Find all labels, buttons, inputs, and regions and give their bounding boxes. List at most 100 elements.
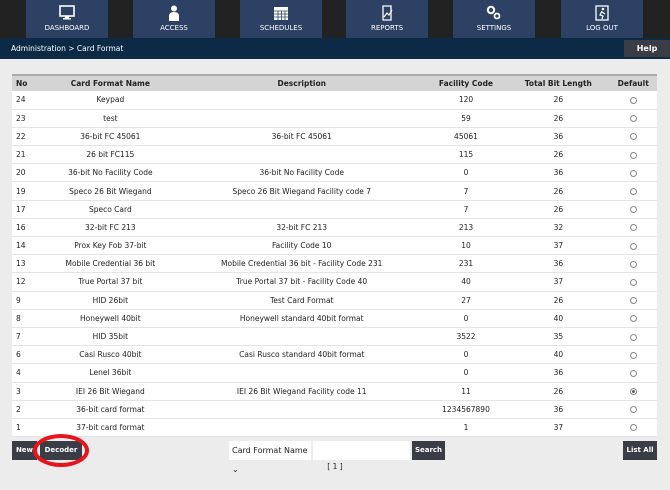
cell-no: 16 — [12, 218, 42, 238]
table-row[interactable]: 9 HID 26bit Test Card Format 27 26 — [12, 291, 657, 310]
help-button[interactable]: Help — [624, 40, 670, 57]
cell-no: 19 — [12, 181, 42, 201]
default-radio[interactable] — [629, 115, 637, 123]
new-button[interactable]: New — [12, 441, 37, 460]
cell-description — [178, 400, 425, 419]
cell-description: Test Card Format — [178, 291, 425, 310]
cell-bit-length: 36 — [507, 400, 610, 419]
nav-access[interactable]: ACCESS — [133, 0, 215, 38]
table-row[interactable]: 8 Honeywell 40bit Honeywell standard 40bit… — [12, 309, 657, 328]
table-row[interactable]: 6 Casi Rusco 40bit Casi Rusco standard 40b… — [12, 345, 657, 365]
column-header: Total Bit Length — [507, 74, 610, 91]
report-icon — [382, 5, 393, 21]
highlight-circle — [33, 434, 89, 467]
cell-name: 36-bit FC 45061 — [42, 127, 179, 147]
default-radio[interactable] — [629, 242, 637, 250]
cell-bit-length: 40 — [507, 309, 610, 328]
table-row[interactable]: 16 32-bit FC 213 32-bit FC 213 213 32 — [12, 218, 657, 238]
search-button[interactable]: Search — [412, 441, 445, 460]
default-radio[interactable] — [629, 224, 637, 232]
table-row[interactable]: 4 Lenel 36bit 0 36 — [12, 363, 657, 383]
cell-default — [609, 127, 657, 147]
default-radio[interactable] — [629, 188, 637, 196]
nav-label: SETTINGS — [476, 24, 512, 32]
cell-facility-code: 0 — [424, 163, 508, 183]
exit-icon — [595, 5, 609, 21]
nav-settings[interactable]: SETTINGS — [453, 0, 535, 38]
table-row[interactable]: 19 Speco 26 Bit Wiegand Speco 26 Bit Wiega… — [12, 181, 657, 201]
cell-description: Honeywell standard 40bit format — [178, 309, 425, 328]
cell-name: IEI 26 Bit Wiegand — [42, 382, 179, 401]
table-row[interactable]: 2 36-bit card format 1234567890 36 — [12, 400, 657, 419]
cell-bit-length: 37 — [507, 236, 610, 256]
cell-default — [609, 236, 657, 256]
search-field-select[interactable]: Card Format Name ⌄ — [229, 441, 311, 474]
default-radio[interactable] — [629, 369, 637, 377]
default-radio[interactable] — [629, 424, 637, 432]
nav-reports[interactable]: REPORTS — [346, 0, 428, 38]
cell-name: 36-bit card format — [42, 400, 179, 419]
default-radio[interactable] — [629, 278, 637, 286]
search-input[interactable] — [313, 441, 410, 460]
table-row[interactable]: 7 HID 35bit 3522 35 — [12, 327, 657, 347]
default-radio[interactable] — [629, 333, 637, 341]
table-row[interactable]: 20 36-bit No Facility Code 36-bit No Facil… — [12, 163, 657, 183]
cell-default — [609, 291, 657, 310]
cell-name: Speco 26 Bit Wiegand — [42, 181, 179, 201]
cell-bit-length: 26 — [507, 145, 610, 165]
cell-description — [178, 91, 425, 110]
table-row[interactable]: 13 Mobile Credential 36 bit Mobile Credent… — [12, 254, 657, 274]
cell-name: HID 26bit — [42, 291, 179, 310]
cell-name: 37-bit card format — [42, 418, 179, 438]
table-row[interactable]: 3 IEI 26 Bit Wiegand IEI 26 Bit Wiegand Fa… — [12, 382, 657, 401]
table-row[interactable]: 22 36-bit FC 45061 36-bit FC 45061 45061 36 — [12, 127, 657, 147]
cell-facility-code: 27 — [424, 291, 508, 310]
nav-label: LOG OUT — [586, 24, 618, 32]
cell-no: 12 — [12, 272, 42, 292]
pagination[interactable]: [ 1 ] — [327, 462, 343, 471]
cell-description — [178, 109, 425, 128]
cell-description — [178, 200, 425, 219]
default-radio[interactable] — [629, 169, 637, 177]
search-field-value: Card Format Name — [232, 446, 308, 455]
default-radio[interactable] — [629, 151, 637, 159]
cell-default — [609, 363, 657, 383]
cell-name: Speco Card — [42, 200, 179, 219]
default-radio[interactable] — [629, 388, 637, 396]
cell-name: test — [42, 109, 179, 128]
cell-default — [609, 418, 657, 438]
cell-default — [609, 200, 657, 219]
cell-default — [609, 345, 657, 365]
nav-label: SCHEDULES — [259, 24, 303, 32]
cell-facility-code: 45061 — [424, 127, 508, 147]
table-row[interactable]: 1 37-bit card format 1 37 — [12, 418, 657, 438]
cell-no: 9 — [12, 291, 42, 310]
table-row[interactable]: 17 Speco Card 7 26 — [12, 200, 657, 219]
default-radio[interactable] — [629, 315, 637, 323]
table-row[interactable]: 23 test 59 26 — [12, 109, 657, 128]
table-row[interactable]: 14 Prox Key Fob 37-bit Facility Code 10 10 3… — [12, 236, 657, 256]
cell-description: Mobile Credential 36 bit - Facility Code… — [178, 254, 425, 274]
cell-facility-code: 0 — [424, 345, 508, 365]
nav-dashboard[interactable]: DASHBOARD — [26, 0, 108, 38]
default-radio[interactable] — [629, 351, 637, 359]
cell-facility-code: 0 — [424, 309, 508, 328]
cell-name: True Portal 37 bit — [42, 272, 179, 292]
table-row[interactable]: 24 Keypad 120 26 — [12, 91, 657, 110]
cell-default — [609, 327, 657, 347]
default-radio[interactable] — [629, 96, 637, 104]
default-radio[interactable] — [629, 206, 637, 214]
nav-schedules[interactable]: SCHEDULES — [240, 0, 322, 38]
default-radio[interactable] — [629, 297, 637, 305]
cell-no: 23 — [12, 109, 42, 128]
cell-description — [178, 363, 425, 383]
table-row[interactable]: 12 True Portal 37 bit True Portal 37 bit -… — [12, 272, 657, 292]
cell-facility-code: 213 — [424, 218, 508, 238]
cell-default — [609, 181, 657, 201]
default-radio[interactable] — [629, 406, 637, 414]
list-all-button[interactable]: List All — [623, 441, 657, 460]
nav-log-out[interactable]: LOG OUT — [561, 0, 643, 38]
table-row[interactable]: 21 26 bit FC115 115 26 — [12, 145, 657, 165]
default-radio[interactable] — [629, 133, 637, 141]
default-radio[interactable] — [629, 260, 637, 268]
